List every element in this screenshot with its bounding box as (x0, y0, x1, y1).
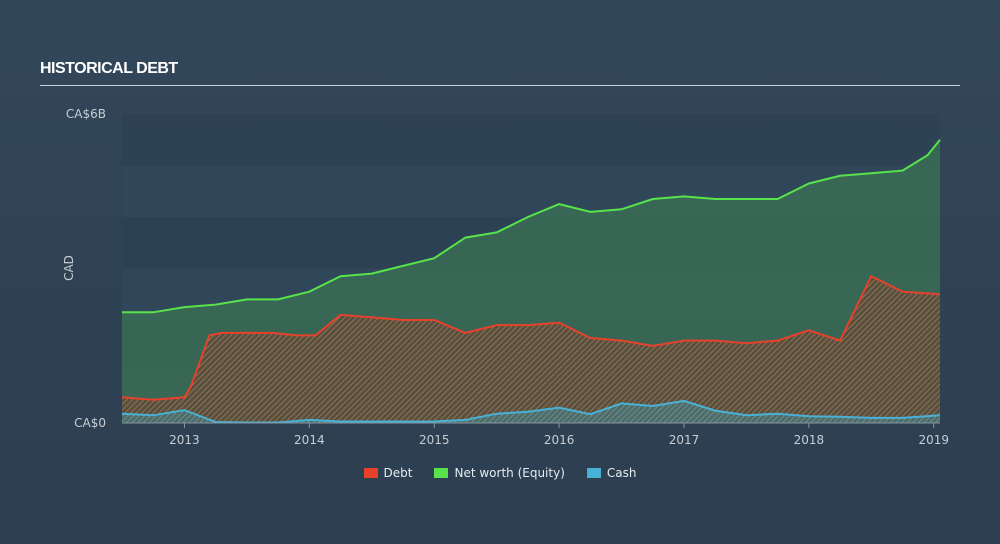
legend-item-debt[interactable]: Debt (363, 466, 413, 480)
y-tick-label-bottom: CA$0 (74, 416, 106, 430)
y-axis-label: CAD (62, 255, 76, 281)
legend-label-net-worth: Net worth (Equity) (454, 466, 565, 480)
x-tick-label: 2017 (669, 433, 700, 447)
legend-item-cash[interactable]: Cash (586, 466, 637, 480)
debt-line (121, 274, 941, 401)
x-tick-label: 2016 (544, 433, 575, 447)
legend: Debt Net worth (Equity) Cash (0, 466, 1000, 480)
x-tick-label: 2014 (294, 433, 325, 447)
legend-label-cash: Cash (606, 466, 637, 480)
legend-swatch-net-worth (434, 468, 449, 478)
title-divider (40, 85, 960, 86)
x-tick-label: 2015 (419, 433, 450, 447)
legend-swatch-cash (586, 468, 601, 478)
x-tick-label: 2019 (918, 433, 949, 447)
axes: CA$6B CA$0 CAD 2013 2014 2015 2016 2017 2018 2019 (62, 107, 949, 447)
y-tick-label-top: CA$6B (66, 107, 106, 121)
equity-line (122, 139, 941, 314)
legend-label-debt: Debt (383, 466, 413, 480)
x-tick-label: 2018 (794, 433, 825, 447)
chart-title: HISTORICAL DEBT (40, 60, 178, 77)
legend-swatch-debt (363, 468, 378, 478)
grid-band (122, 114, 940, 166)
x-tick-label: 2013 (169, 433, 200, 447)
legend-item-net-worth[interactable]: Net worth (Equity) (434, 466, 565, 480)
debt-area (122, 276, 940, 423)
